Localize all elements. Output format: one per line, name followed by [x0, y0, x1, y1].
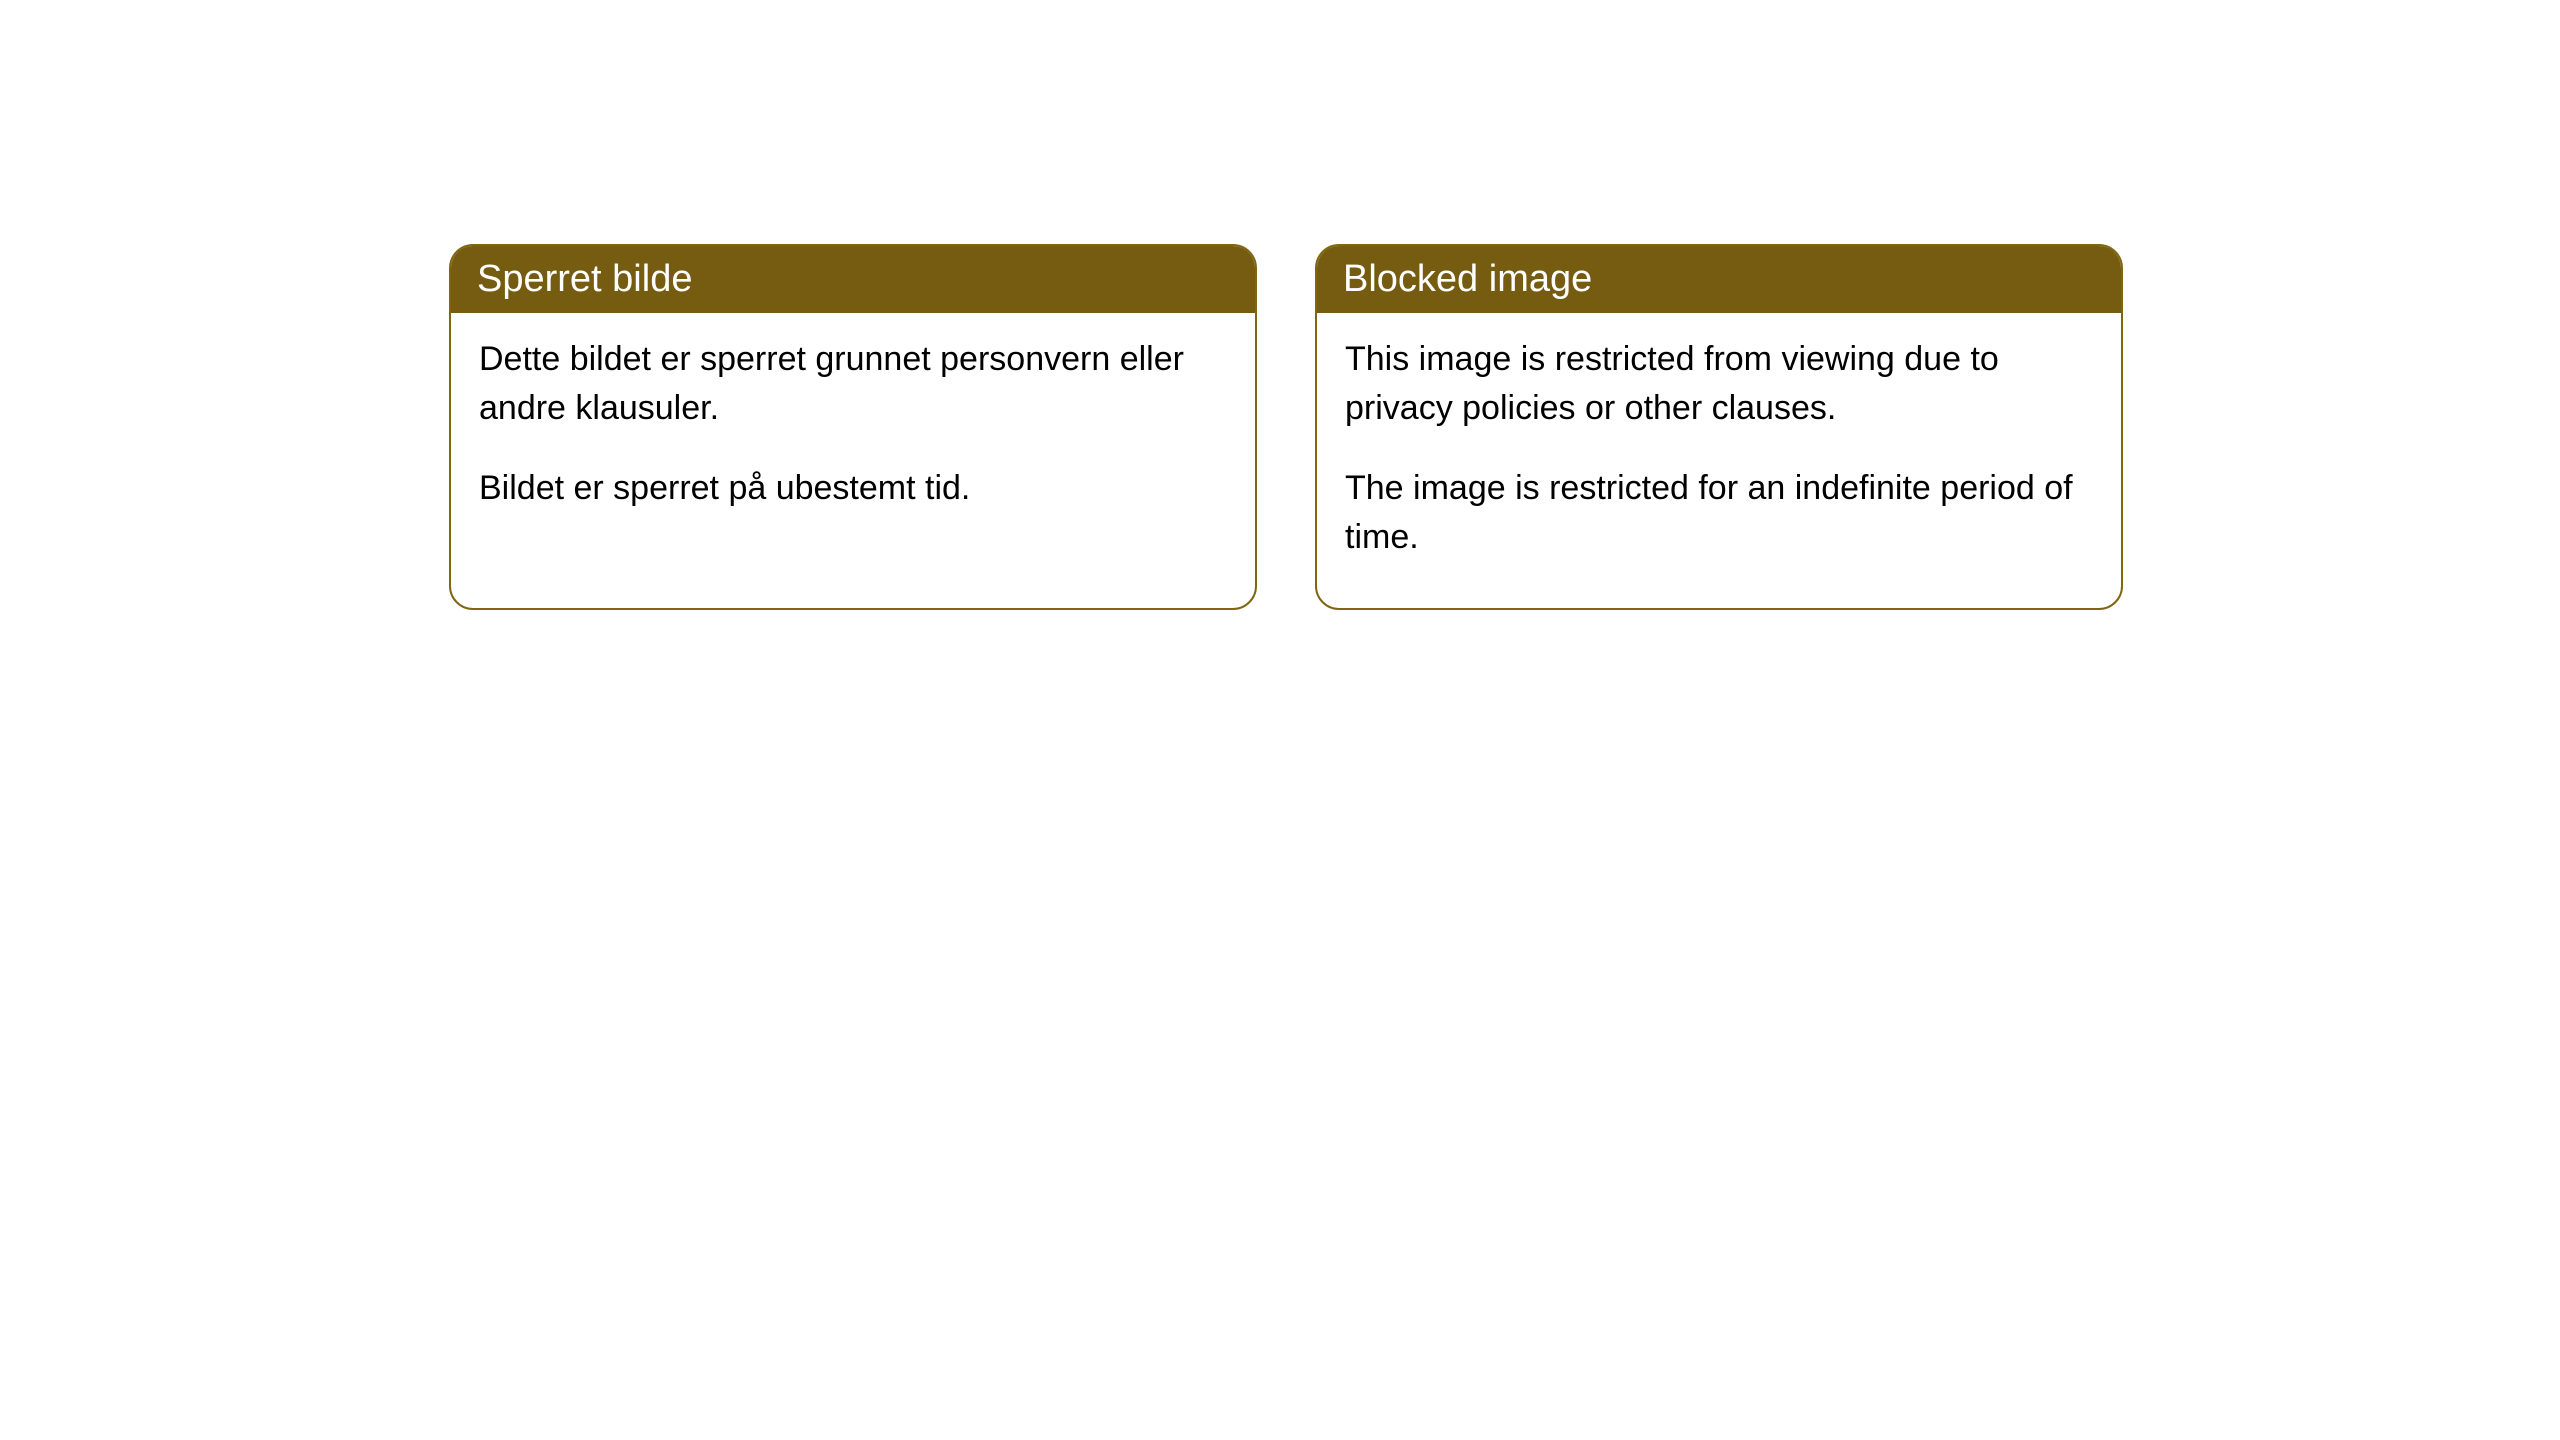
- notice-card-english: Blocked image This image is restricted f…: [1315, 244, 2123, 610]
- card-body: Dette bildet er sperret grunnet personve…: [451, 313, 1255, 559]
- card-header: Sperret bilde: [451, 246, 1255, 313]
- card-paragraph: The image is restricted for an indefinit…: [1345, 464, 2093, 563]
- notice-card-norwegian: Sperret bilde Dette bildet er sperret gr…: [449, 244, 1257, 610]
- card-title: Sperret bilde: [477, 258, 692, 300]
- card-title: Blocked image: [1343, 258, 1592, 300]
- notice-cards-container: Sperret bilde Dette bildet er sperret gr…: [449, 244, 2123, 610]
- card-header: Blocked image: [1317, 246, 2121, 313]
- card-paragraph: Bildet er sperret på ubestemt tid.: [479, 464, 1227, 513]
- card-paragraph: Dette bildet er sperret grunnet personve…: [479, 335, 1227, 434]
- card-paragraph: This image is restricted from viewing du…: [1345, 335, 2093, 434]
- card-body: This image is restricted from viewing du…: [1317, 313, 2121, 608]
